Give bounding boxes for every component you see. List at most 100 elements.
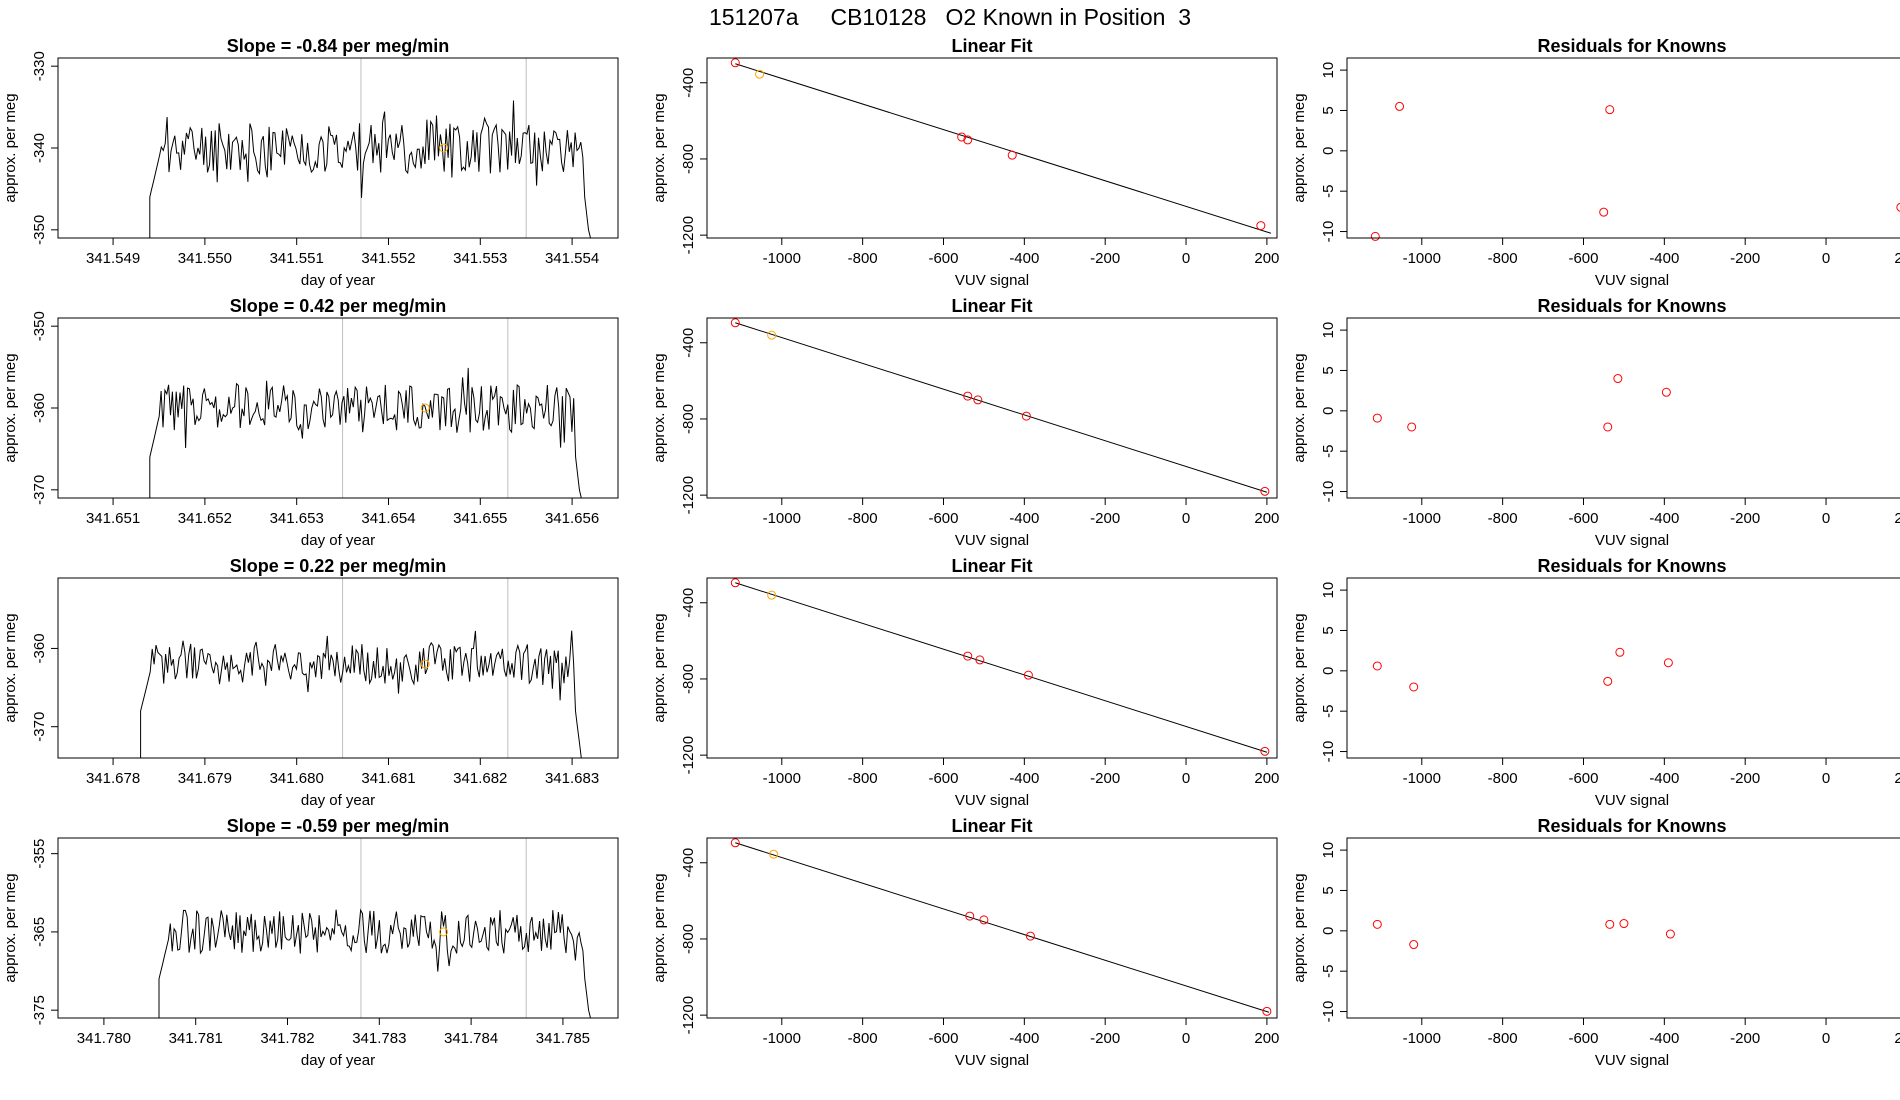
chart-7-x-tick-label-0: 341.678 bbox=[86, 770, 140, 787]
chart-3-y-tick-label-3: -5 bbox=[1320, 185, 1337, 198]
figure-title: 151207a CB10128 O2 Known in Position 3 bbox=[708, 4, 1192, 30]
chart-4-y-tick-label-2: -370 bbox=[31, 475, 48, 505]
chart-2-x-axis-label: VUV signal bbox=[955, 272, 1029, 289]
chart-2-y-tick-label-1: -800 bbox=[680, 144, 697, 174]
chart-1-x-tick-label-5: 341.554 bbox=[545, 250, 599, 267]
chart-11-x-tick-label-3: -400 bbox=[1009, 1030, 1039, 1047]
chart-8-plot-frame bbox=[706, 577, 1278, 759]
chart-2-x-tick-label-3: -400 bbox=[1009, 250, 1039, 267]
chart-5-x-axis-label: VUV signal bbox=[955, 532, 1029, 549]
chart-3-y-tick-label-4: -10 bbox=[1320, 221, 1337, 243]
chart-2-x-tick-label-4: -200 bbox=[1090, 250, 1120, 267]
chart-9-x-tick-label-3: -400 bbox=[1649, 770, 1679, 787]
chart-8-x-axis-label: VUV signal bbox=[955, 792, 1029, 809]
chart-6-x-axis-label: VUV signal bbox=[1595, 532, 1669, 549]
chart-8-x-tick-label-6: 200 bbox=[1254, 770, 1279, 787]
chart-8-x-tick-label-3: -400 bbox=[1009, 770, 1039, 787]
chart-9-title: Residuals for Knowns bbox=[1537, 556, 1726, 576]
chart-12-x-tick-label-4: -200 bbox=[1730, 1030, 1760, 1047]
chart-6-x-tick-label-4: -200 bbox=[1730, 510, 1760, 527]
chart-10-x-tick-label-2: 341.782 bbox=[260, 1030, 314, 1047]
chart-2-point-1 bbox=[755, 69, 765, 79]
chart-4-x-tick-label-3: 341.654 bbox=[361, 510, 415, 527]
chart-11-y-tick-label-2: -1200 bbox=[680, 996, 697, 1034]
chart-8-point-1 bbox=[767, 590, 777, 600]
chart-2-point-3 bbox=[963, 135, 973, 145]
chart-12-title: Residuals for Knowns bbox=[1537, 816, 1726, 836]
chart-panel-3: Residuals for Knowns VUV signal approx. pe… bbox=[1291, 36, 1900, 289]
chart-5-point-0 bbox=[730, 318, 740, 328]
chart-12-y-axis-label: approx. per meg bbox=[1291, 873, 1308, 982]
chart-5-point-2 bbox=[963, 391, 973, 401]
chart-1-x-tick-label-1: 341.550 bbox=[178, 250, 232, 267]
chart-panel-1: Slope = -0.84 per meg/min day of year appr… bbox=[2, 36, 619, 289]
chart-1-signal-trace bbox=[149, 100, 591, 239]
chart-3-y-tick-label-0: 10 bbox=[1320, 62, 1337, 79]
chart-5-point-1 bbox=[767, 330, 777, 340]
chart-2-x-tick-label-5: 0 bbox=[1182, 250, 1190, 267]
chart-8-y-tick-label-1: -800 bbox=[680, 664, 697, 694]
chart-9-x-tick-label-1: -800 bbox=[1488, 770, 1518, 787]
chart-8-point-2 bbox=[963, 651, 973, 661]
chart-12-y-tick-label-1: 5 bbox=[1320, 886, 1337, 894]
chart-12-x-tick-label-2: -600 bbox=[1568, 1030, 1598, 1047]
chart-5-plot-frame bbox=[706, 317, 1278, 499]
chart-2-point-2 bbox=[957, 132, 967, 142]
chart-12-x-tick-label-0: -1000 bbox=[1403, 1030, 1441, 1047]
chart-5-y-tick-label-0: -400 bbox=[680, 328, 697, 358]
chart-panel-7: Slope = 0.22 per meg/min day of year appro… bbox=[2, 556, 619, 809]
chart-11-point-0 bbox=[730, 838, 740, 848]
chart-6-x-tick-label-0: -1000 bbox=[1403, 510, 1441, 527]
chart-6-point-0 bbox=[1372, 413, 1382, 423]
chart-4-x-tick-label-2: 341.653 bbox=[270, 510, 324, 527]
chart-9-x-tick-label-2: -600 bbox=[1568, 770, 1598, 787]
chart-8-x-tick-label-1: -800 bbox=[848, 770, 878, 787]
chart-8-title: Linear Fit bbox=[951, 556, 1032, 576]
chart-11-x-tick-label-5: 0 bbox=[1182, 1030, 1190, 1047]
chart-10-plot-frame bbox=[57, 837, 619, 1019]
chart-3-x-axis-label: VUV signal bbox=[1595, 272, 1669, 289]
chart-9-x-tick-label-6: 200 bbox=[1894, 770, 1900, 787]
chart-5-y-tick-label-1: -800 bbox=[680, 404, 697, 434]
chart-11-plot-frame bbox=[706, 837, 1278, 1019]
chart-2-y-tick-label-0: -400 bbox=[680, 68, 697, 98]
chart-4-signal-trace bbox=[149, 367, 582, 499]
chart-11-title: Linear Fit bbox=[951, 816, 1032, 836]
chart-8-y-axis-label: approx. per meg bbox=[651, 613, 668, 722]
chart-10-y-tick-label-2: -375 bbox=[31, 995, 48, 1025]
chart-4-plot-frame bbox=[57, 317, 619, 499]
chart-6-x-tick-label-5: 0 bbox=[1822, 510, 1830, 527]
chart-5-point-4 bbox=[1021, 411, 1031, 421]
chart-12-x-tick-label-6: 200 bbox=[1894, 1030, 1900, 1047]
chart-12-x-tick-label-3: -400 bbox=[1649, 1030, 1679, 1047]
chart-12-y-tick-label-3: -5 bbox=[1320, 965, 1337, 978]
chart-10-signal-trace bbox=[158, 908, 591, 1019]
chart-1-plot-frame bbox=[57, 57, 619, 239]
chart-11-fit-line bbox=[735, 842, 1270, 1013]
chart-12-x-tick-label-1: -800 bbox=[1488, 1030, 1518, 1047]
chart-6-y-tick-label-3: -5 bbox=[1320, 445, 1337, 458]
chart-9-y-tick-label-3: -5 bbox=[1320, 705, 1337, 718]
chart-11-x-tick-label-1: -800 bbox=[848, 1030, 878, 1047]
chart-1-y-tick-label-0: -330 bbox=[31, 51, 48, 81]
chart-8-x-tick-label-4: -200 bbox=[1090, 770, 1120, 787]
chart-panel-8: Linear Fit VUV signal approx. per meg -1000… bbox=[651, 556, 1279, 809]
chart-1-title: Slope = -0.84 per meg/min bbox=[227, 36, 450, 56]
chart-10-y-tick-label-1: -365 bbox=[31, 917, 48, 947]
chart-11-point-3 bbox=[979, 915, 989, 925]
chart-1-x-axis-label: day of year bbox=[301, 272, 375, 289]
chart-9-y-tick-label-2: 0 bbox=[1320, 667, 1337, 675]
chart-9-plot-frame bbox=[1346, 577, 1900, 759]
chart-1-x-tick-label-0: 341.549 bbox=[86, 250, 140, 267]
chart-10-x-tick-label-3: 341.783 bbox=[352, 1030, 406, 1047]
chart-11-point-4 bbox=[1025, 931, 1035, 941]
chart-2-x-tick-label-6: 200 bbox=[1254, 250, 1279, 267]
chart-5-y-axis-label: approx. per meg bbox=[651, 353, 668, 462]
chart-8-fit-line bbox=[735, 582, 1268, 753]
chart-9-x-tick-label-4: -200 bbox=[1730, 770, 1760, 787]
chart-3-y-axis-label: approx. per meg bbox=[1291, 93, 1308, 202]
chart-10-title: Slope = -0.59 per meg/min bbox=[227, 816, 450, 836]
chart-4-x-tick-label-0: 341.651 bbox=[86, 510, 140, 527]
chart-4-y-tick-label-0: -350 bbox=[31, 311, 48, 341]
chart-3-x-tick-label-2: -600 bbox=[1568, 250, 1598, 267]
